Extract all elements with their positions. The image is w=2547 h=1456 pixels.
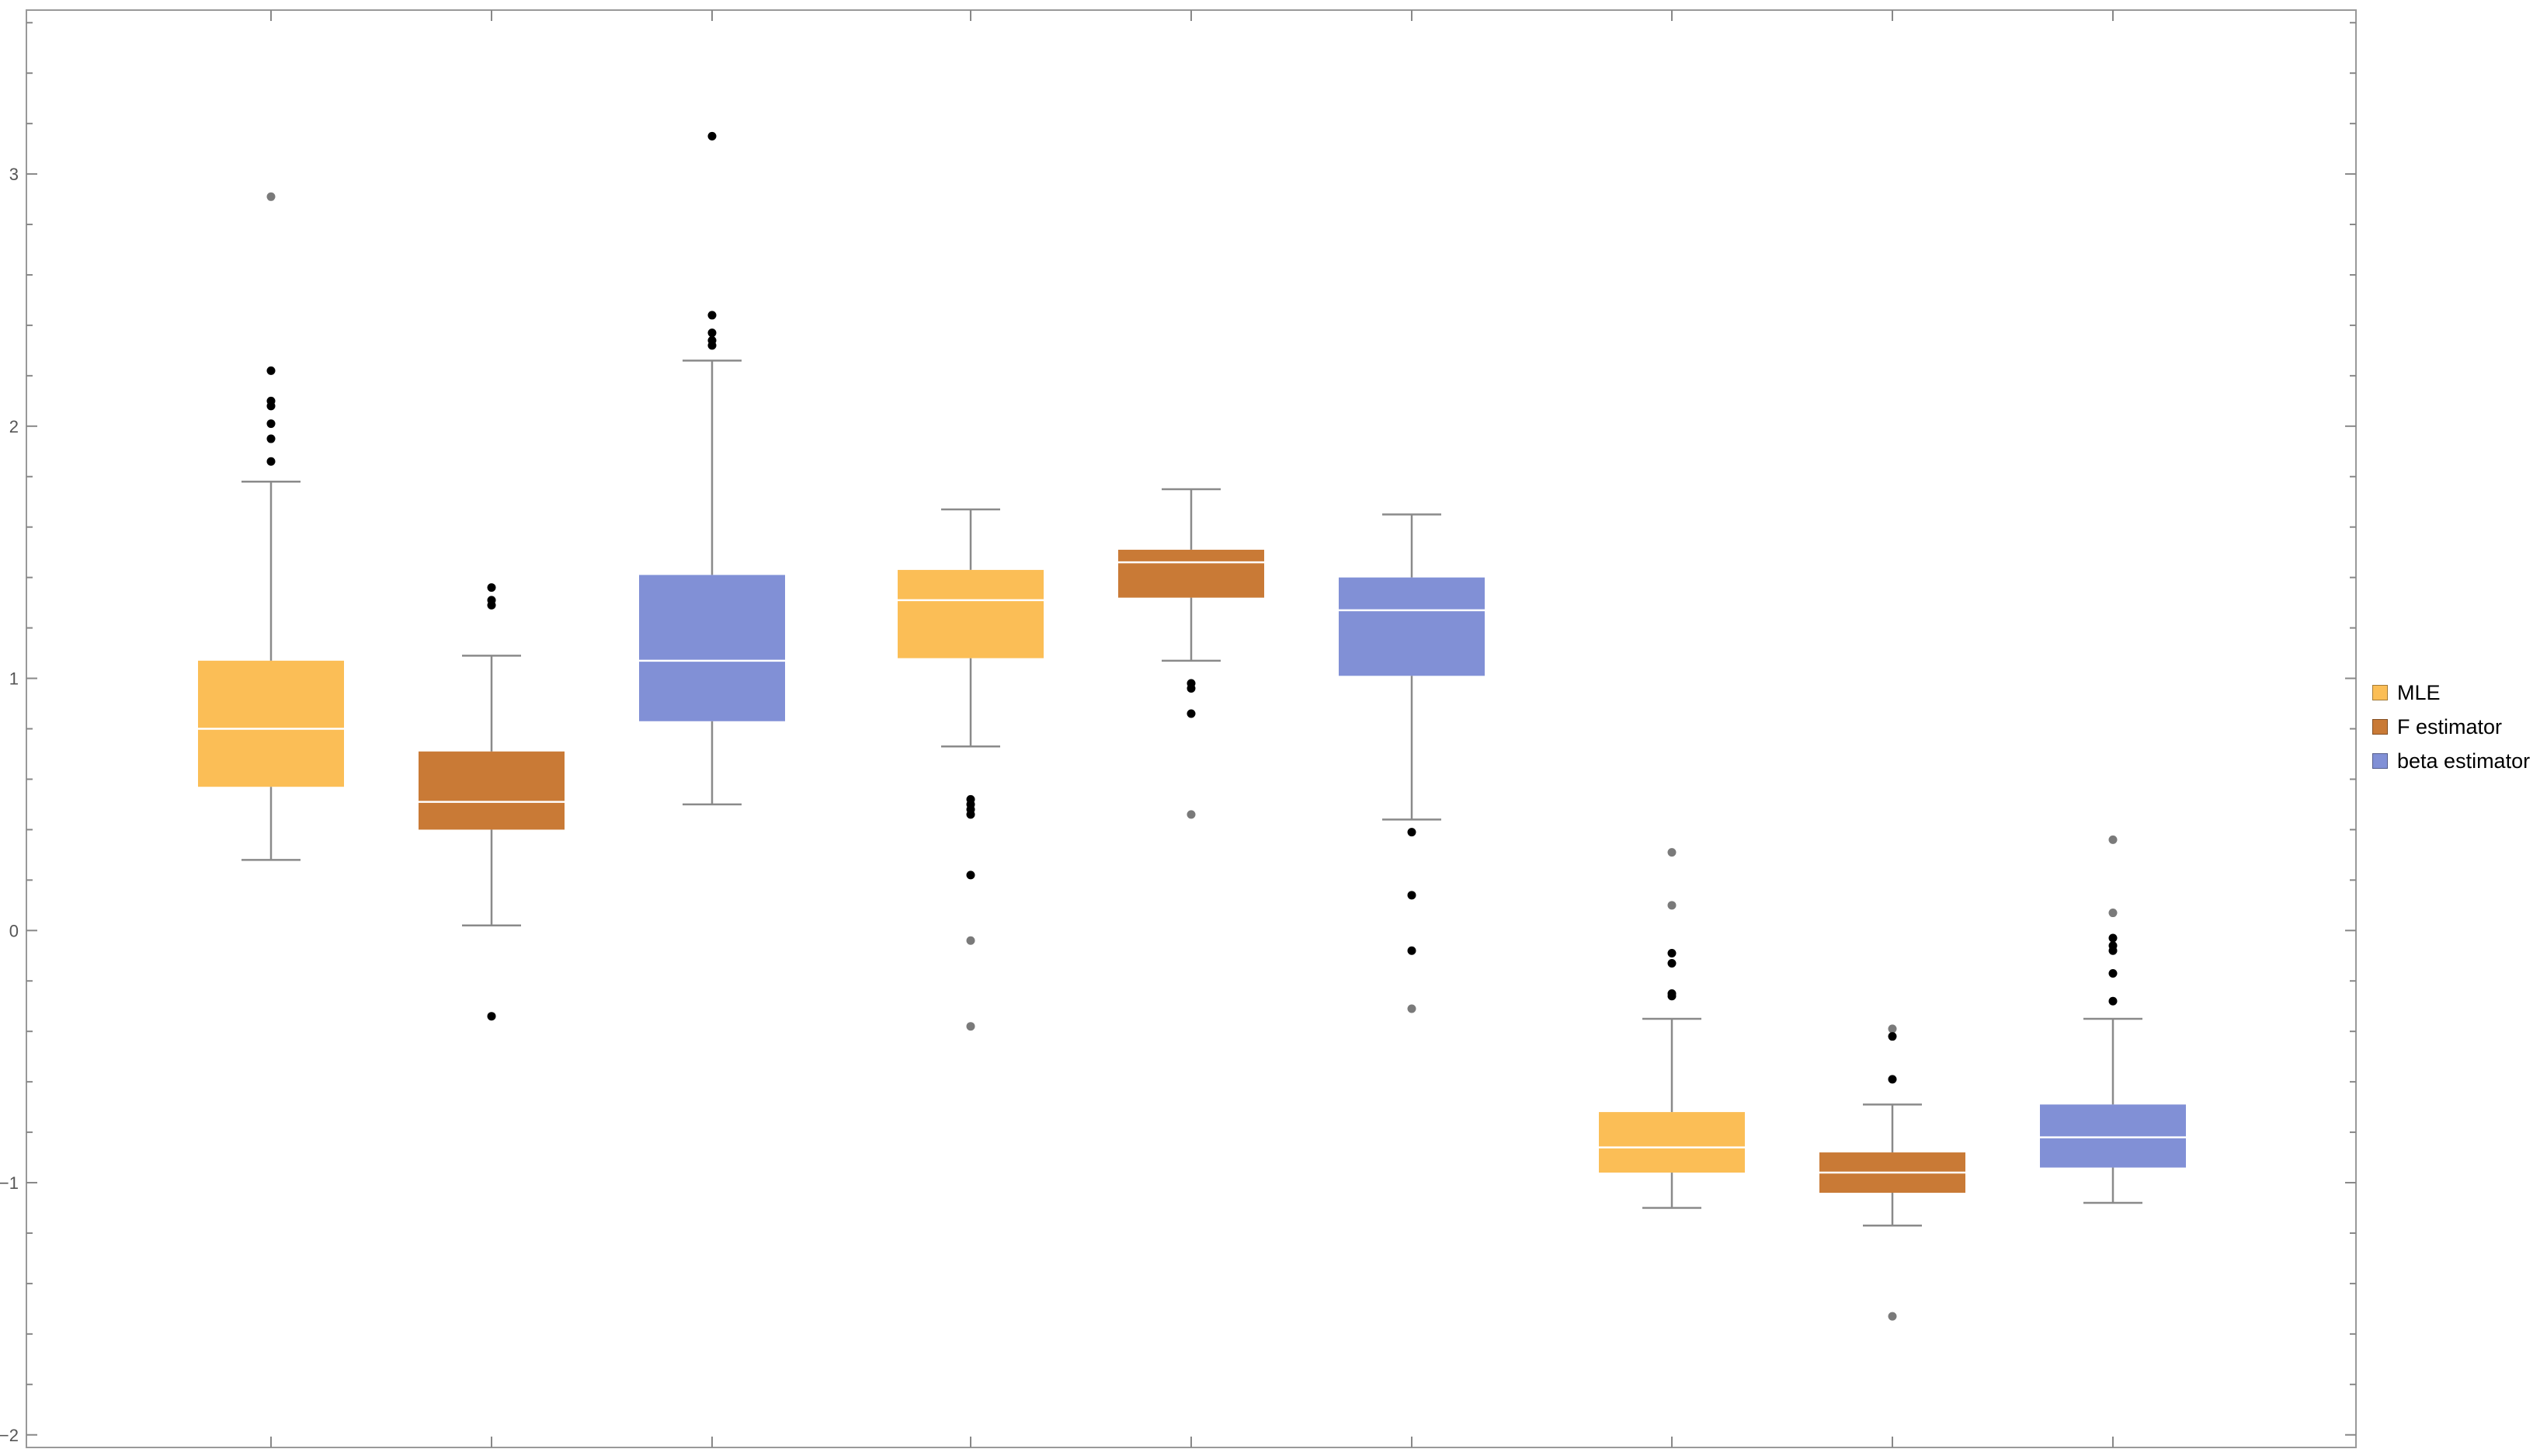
far-outlier-point [1888, 1024, 1897, 1034]
far-outlier-point [2108, 909, 2118, 918]
far-outlier-point [1888, 1312, 1897, 1321]
outlier-point [1407, 891, 1416, 900]
plot-frame [26, 9, 2357, 1448]
legend-swatch-beta-estimator [2372, 753, 2388, 769]
box-beta-estimator [639, 575, 785, 721]
box-f-estimator [419, 751, 565, 830]
far-outlier-point [1667, 901, 1677, 910]
y-tick-label: 1 [9, 669, 19, 689]
box-beta-estimator [2040, 1104, 2186, 1168]
outlier-point [707, 311, 717, 320]
outlier-point [1667, 949, 1677, 958]
y-tick-label: 2 [9, 417, 19, 436]
legend-item-f-estimator: F estimator [2372, 710, 2547, 744]
box-mle [898, 569, 1044, 659]
outlier-point [1187, 679, 1196, 688]
outlier-point [1667, 989, 1677, 998]
outlier-point [266, 457, 276, 466]
chart-legend: MLE F estimator beta estimator [2372, 676, 2547, 778]
legend-item-mle: MLE [2372, 676, 2547, 710]
outlier-point [266, 366, 276, 375]
outlier-point [2108, 941, 2118, 950]
outlier-point [707, 131, 717, 141]
box-mle [198, 660, 344, 787]
far-outlier-point [1667, 848, 1677, 857]
box-f-estimator [1118, 549, 1264, 598]
legend-label-mle: MLE [2397, 680, 2441, 704]
outlier-point [966, 794, 975, 804]
y-tick-label: −2 [0, 1426, 19, 1445]
outlier-point [966, 870, 975, 880]
far-outlier-point [1187, 810, 1196, 819]
legend-swatch-mle [2372, 685, 2388, 700]
far-outlier-point [1407, 1004, 1416, 1013]
outlier-point [266, 434, 276, 443]
outlier-point [487, 596, 496, 605]
far-outlier-point [266, 192, 276, 201]
outlier-point [1888, 1075, 1897, 1084]
outlier-point [2108, 996, 2118, 1006]
outlier-point [266, 419, 276, 429]
outlier-point [707, 335, 717, 345]
outlier-point [1407, 828, 1416, 837]
outlier-point [266, 396, 276, 405]
box-mle [1599, 1112, 1745, 1173]
legend-item-beta-estimator: beta estimator [2372, 744, 2547, 778]
outlier-point [2108, 968, 2118, 978]
legend-label-beta-estimator: beta estimator [2397, 749, 2531, 773]
y-tick-label: 0 [9, 921, 19, 940]
outlier-point [2108, 933, 2118, 943]
outlier-point [1407, 946, 1416, 955]
outlier-point [707, 328, 717, 338]
outlier-point [1888, 1032, 1897, 1041]
box-beta-estimator [1339, 577, 1485, 676]
legend-label-f-estimator: F estimator [2397, 714, 2503, 738]
y-tick-label: 3 [9, 165, 19, 184]
far-outlier-point [966, 936, 975, 945]
legend-swatch-f-estimator [2372, 719, 2388, 735]
far-outlier-point [2108, 835, 2118, 844]
outlier-point [1667, 959, 1677, 968]
outlier-point [1187, 709, 1196, 718]
outlier-point [487, 1012, 496, 1021]
outlier-point [487, 583, 496, 592]
y-tick-label: −1 [0, 1173, 19, 1193]
far-outlier-point [966, 1022, 975, 1031]
